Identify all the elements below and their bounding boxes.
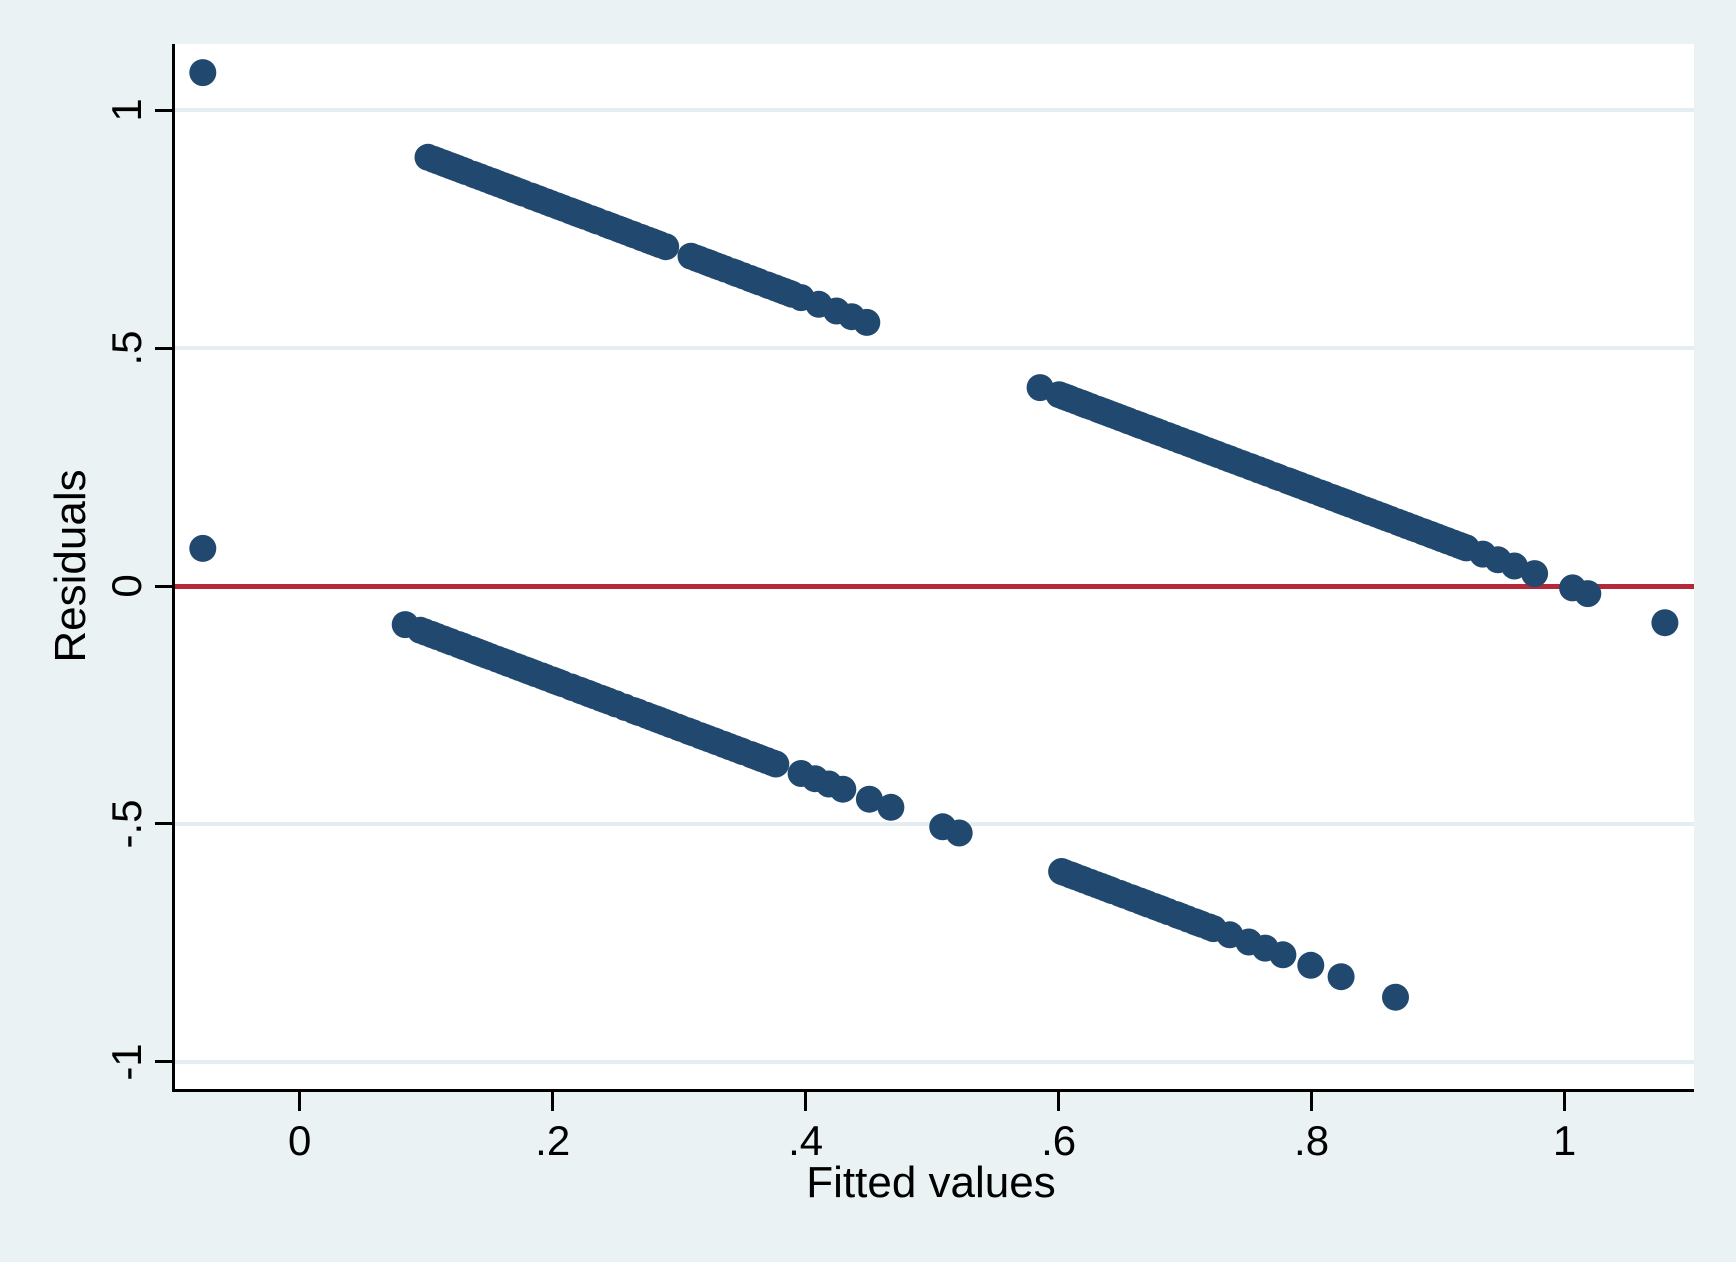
x-tick-label: .2 — [535, 1117, 571, 1164]
data-point — [1297, 951, 1325, 979]
gridline — [175, 108, 1694, 113]
x-tick-label: .6 — [1041, 1117, 1077, 1164]
data-point — [853, 308, 881, 336]
y-tick-mark — [155, 346, 172, 350]
x-tick-mark — [1563, 1092, 1567, 1111]
y-tick-label: 1 — [103, 98, 150, 122]
x-axis-title: Fitted values — [806, 1158, 1056, 1207]
y-tick-label: -.5 — [103, 799, 150, 849]
y-tick-mark — [155, 1060, 172, 1064]
y-tick-label: 0 — [103, 574, 150, 598]
data-point — [1382, 983, 1409, 1011]
data-point — [1452, 534, 1480, 562]
gridline — [175, 1059, 1694, 1064]
y-tick-mark — [155, 108, 172, 112]
x-tick-mark — [804, 1092, 808, 1111]
data-point — [877, 793, 905, 821]
data-point — [652, 233, 680, 261]
x-tick-mark — [298, 1092, 302, 1111]
y-tick-label: .5 — [103, 330, 150, 366]
data-point — [829, 775, 857, 803]
y-tick-label: -1 — [103, 1043, 150, 1081]
data-point — [1269, 941, 1297, 969]
data-point — [778, 280, 806, 308]
y-axis-title: Residuals — [46, 469, 95, 663]
plot-area — [172, 44, 1694, 1092]
data-point — [1521, 560, 1549, 588]
x-tick-mark — [1310, 1092, 1314, 1111]
data-point — [1327, 963, 1355, 991]
data-point — [855, 785, 883, 813]
x-tick-label: .4 — [788, 1117, 824, 1164]
data-point — [189, 59, 217, 87]
data-point — [1574, 580, 1602, 608]
data-point — [762, 750, 790, 778]
data-point — [945, 819, 973, 847]
y-tick-mark — [155, 822, 172, 826]
x-tick-label: 0 — [288, 1117, 312, 1164]
x-tick-label: 1 — [1552, 1117, 1577, 1164]
data-point — [189, 534, 217, 562]
zero-reference-line — [175, 583, 1694, 589]
x-tick-mark — [1057, 1092, 1061, 1111]
data-point — [1651, 609, 1679, 637]
gridline — [175, 346, 1694, 351]
data-point — [1199, 915, 1227, 943]
y-tick-mark — [155, 584, 172, 588]
scatter-points — [189, 59, 1679, 1011]
x-tick-mark — [551, 1092, 555, 1111]
x-tick-label: .8 — [1294, 1117, 1330, 1164]
